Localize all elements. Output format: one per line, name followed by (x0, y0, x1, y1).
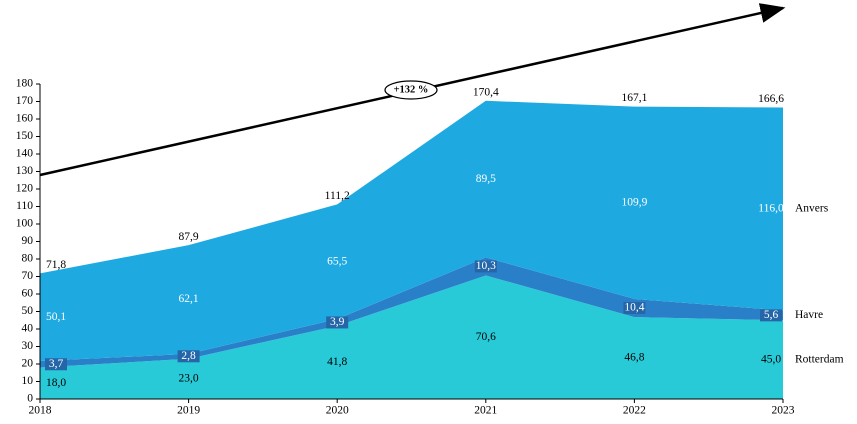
legend-label: Rotterdam (795, 353, 844, 365)
area (40, 100, 783, 362)
y-tick-label: 30 (22, 340, 34, 352)
area (40, 275, 783, 399)
total-label: 71,8 (46, 259, 66, 271)
y-tick-label: 0 (27, 393, 33, 405)
x-tick-label: 2020 (326, 405, 349, 417)
value-label: 62,1 (179, 293, 199, 305)
y-tick-label: 10 (22, 375, 34, 387)
total-label: 166,6 (758, 93, 784, 105)
value-label: 2,8 (181, 350, 196, 362)
y-tick-label: 170 (16, 95, 34, 107)
y-tick-label: 120 (16, 183, 34, 195)
total-label: 87,9 (179, 231, 199, 243)
y-tick-label: 110 (16, 200, 33, 212)
x-tick-label: 2021 (474, 405, 497, 417)
value-label: 109,9 (621, 196, 647, 208)
y-tick-label: 150 (16, 130, 34, 142)
value-label: 46,8 (624, 352, 644, 364)
x-tick-label: 2023 (772, 405, 795, 417)
legend-label: Havre (795, 309, 823, 321)
value-label: 3,7 (49, 358, 64, 370)
y-tick-label: 50 (22, 305, 34, 317)
value-label: 41,8 (327, 356, 347, 368)
annotation-badge (384, 80, 438, 100)
value-label: 70,6 (476, 331, 496, 343)
label-box (177, 350, 200, 363)
label-box (760, 309, 782, 322)
label-box (623, 302, 646, 314)
value-label: 23,0 (179, 373, 199, 385)
value-label: 116,0 (758, 203, 784, 215)
y-tick-label: 80 (22, 253, 34, 265)
x-tick-label: 2018 (29, 405, 52, 417)
value-label: 5,6 (764, 309, 779, 321)
value-label: 18,0 (46, 377, 66, 389)
legend-label: Anvers (795, 203, 829, 215)
y-tick-label: 100 (16, 218, 34, 230)
y-tick-label: 130 (16, 165, 34, 177)
total-label: 167,1 (621, 92, 647, 104)
value-label: 10,3 (476, 260, 496, 272)
label-box (45, 358, 67, 371)
value-label: 10,4 (624, 302, 644, 314)
y-tick-label: 20 (22, 358, 34, 370)
total-label: 170,4 (473, 86, 499, 98)
y-tick-label: 40 (22, 323, 34, 335)
y-tick-label: 160 (16, 113, 34, 125)
value-label: 89,5 (476, 173, 496, 185)
annotation: +132 % (394, 84, 429, 95)
x-tick-label: 2022 (623, 405, 646, 417)
value-label: 45,0 (761, 353, 781, 365)
plot: 18,0 23,0 41,8 70,6 46,8 45,0 Rotterdam 3,7 2,8 3… (16, 78, 844, 417)
x-tick-label: 2019 (177, 405, 200, 417)
y-tick-label: 70 (22, 270, 34, 282)
value-label: 65,5 (327, 255, 347, 267)
value-label: 50,1 (46, 311, 66, 323)
value-label: 3,9 (330, 316, 345, 328)
total-label: 111,2 (325, 190, 350, 202)
label-box (474, 260, 497, 273)
y-tick-label: 180 (16, 78, 34, 90)
y-tick-label: 60 (22, 288, 34, 300)
y-tick-label: 90 (22, 235, 34, 247)
label-box (326, 316, 349, 329)
y-tick-label: 140 (16, 148, 34, 160)
